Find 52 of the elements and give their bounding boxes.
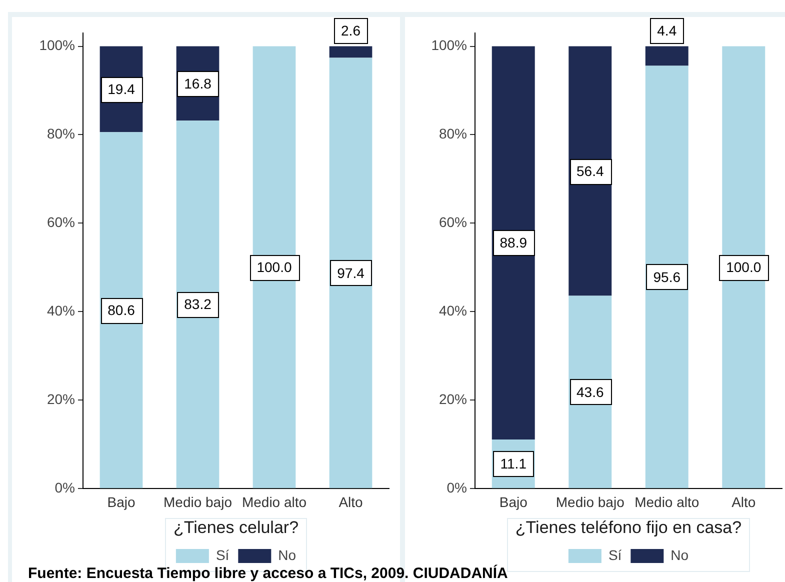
data-label: 4.4 xyxy=(657,22,677,39)
source-note: Fuente: Encuesta Tiempo libre y acceso a TICs, 2009. CIUDADANÍA xyxy=(28,565,508,582)
bar xyxy=(329,58,372,488)
data-label: 16.8 xyxy=(184,75,212,92)
legend-label: Sí xyxy=(216,546,230,563)
bar xyxy=(100,132,143,488)
y-tick-label: 0% xyxy=(54,479,75,496)
legend-label: No xyxy=(278,546,296,563)
y-tick-label: 40% xyxy=(46,302,75,319)
y-tick-label: 60% xyxy=(46,214,75,230)
legend-title: ¿Tienes celular? xyxy=(173,518,299,537)
x-tick-label: Medio alto xyxy=(242,494,307,510)
x-tick-label: Medio bajo xyxy=(164,494,232,510)
bar xyxy=(252,46,296,488)
data-label: 97.4 xyxy=(337,264,365,281)
data-label: 80.6 xyxy=(108,302,136,318)
bar xyxy=(492,46,535,440)
y-tick-label: 100% xyxy=(431,37,467,54)
y-tick-label: 80% xyxy=(46,126,75,142)
x-tick-label: Alto xyxy=(732,494,756,510)
bar xyxy=(645,46,688,66)
x-tick-label: Medio alto xyxy=(634,494,700,510)
bar xyxy=(645,66,688,488)
data-label: 56.4 xyxy=(576,162,604,179)
data-label: 100.0 xyxy=(256,259,292,276)
bar xyxy=(568,296,612,488)
data-label: 43.6 xyxy=(576,384,604,400)
y-tick-label: 60% xyxy=(438,214,467,230)
data-label: 2.6 xyxy=(341,22,361,39)
data-label: 95.6 xyxy=(653,268,681,285)
data-label: 100.0 xyxy=(726,259,762,276)
bar xyxy=(568,46,612,296)
data-label: 11.1 xyxy=(500,456,527,472)
bar xyxy=(329,46,372,58)
legend-label: No xyxy=(670,546,689,563)
y-tick-label: 20% xyxy=(46,390,75,407)
y-tick-label: 0% xyxy=(446,479,467,496)
x-tick-label: Alto xyxy=(338,494,364,510)
y-tick-label: 20% xyxy=(438,390,467,407)
bar xyxy=(722,46,766,488)
x-tick-label: Bajo xyxy=(499,494,528,510)
y-tick-label: 40% xyxy=(438,302,467,319)
data-label: 88.9 xyxy=(500,234,528,251)
y-tick-label: 80% xyxy=(438,126,467,142)
x-tick-label: Medio bajo xyxy=(556,494,625,510)
legend-label: Sí xyxy=(608,546,622,563)
data-label: 19.4 xyxy=(108,81,136,98)
y-tick-label: 100% xyxy=(39,37,75,54)
data-label: 83.2 xyxy=(184,296,212,312)
x-tick-label: Bajo xyxy=(107,494,136,510)
bar xyxy=(176,120,220,488)
legend-title: ¿Tienes teléfono fijo en casa? xyxy=(515,518,742,537)
